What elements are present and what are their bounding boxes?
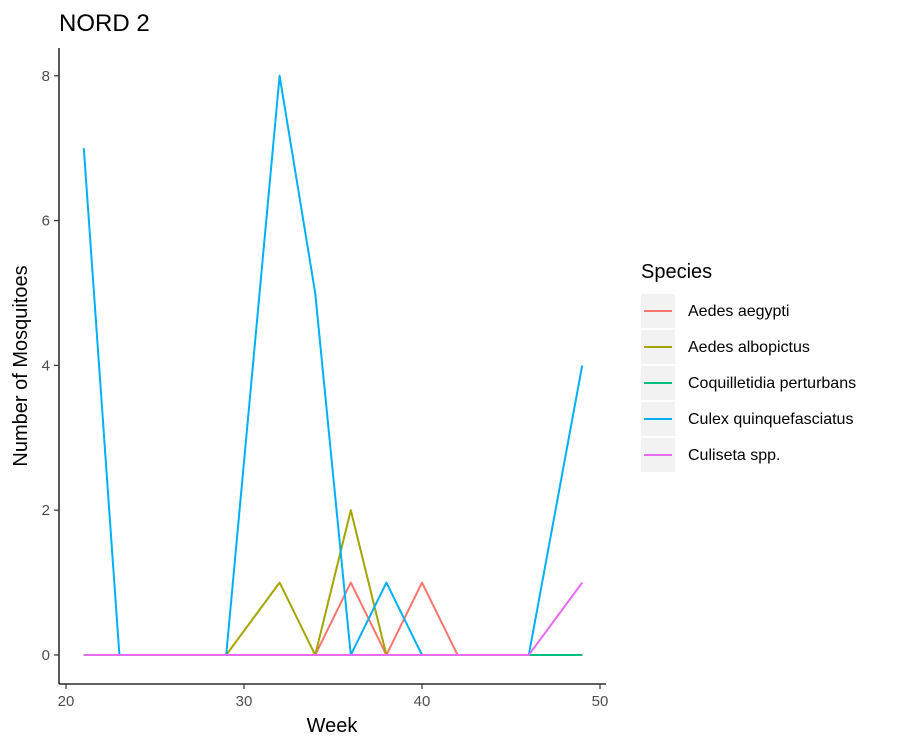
x-tick-label: 30 bbox=[236, 693, 253, 710]
x-tick-label: 40 bbox=[414, 693, 431, 710]
y-tick-label: 0 bbox=[42, 647, 50, 664]
x-tick-label: 50 bbox=[592, 693, 609, 710]
legend: Aedes aegypti Aedes albopictus Coquilletid… bbox=[641, 294, 856, 472]
legend-label: Aedes aegypti bbox=[688, 303, 789, 320]
legend-label: Culex quinquefasciatus bbox=[688, 411, 853, 428]
legend-item-culex-quinquefasciatus: Culex quinquefasciatus bbox=[641, 402, 853, 436]
legend-item-culiseta-spp: Culiseta spp. bbox=[641, 438, 781, 472]
legend-title: Species bbox=[641, 261, 712, 283]
legend-item-aedes-albopictus: Aedes albopictus bbox=[641, 330, 810, 364]
legend-item-aedes-aegypti: Aedes aegypti bbox=[641, 294, 789, 328]
series-line-aedes-albopictus bbox=[83, 509, 583, 656]
legend-item-coquilletidia-perturbans: Coquilletidia perturbans bbox=[641, 366, 856, 400]
y-tick-label: 6 bbox=[42, 213, 50, 230]
x-axis-ticks: 20 30 40 50 bbox=[58, 684, 609, 710]
legend-label: Coquilletidia perturbans bbox=[688, 375, 856, 392]
x-tick-label: 20 bbox=[58, 693, 75, 710]
y-axis-title: Number of Mosquitoes bbox=[10, 265, 32, 466]
series-line-culiseta-spp bbox=[83, 582, 584, 656]
x-axis-title: Week bbox=[307, 715, 359, 737]
legend-label: Aedes albopictus bbox=[688, 339, 810, 356]
legend-label: Culiseta spp. bbox=[688, 447, 781, 464]
series-line-aedes-aegypti bbox=[83, 581, 583, 656]
plot-lines bbox=[82, 74, 584, 656]
y-axis-ticks: 0 2 4 6 8 bbox=[42, 68, 59, 664]
series-line-culex-quinquefasciatus bbox=[82, 74, 584, 656]
chart-title: NORD 2 bbox=[59, 10, 150, 37]
y-tick-label: 8 bbox=[42, 68, 50, 85]
y-tick-label: 4 bbox=[42, 357, 50, 374]
y-tick-label: 2 bbox=[42, 502, 50, 519]
